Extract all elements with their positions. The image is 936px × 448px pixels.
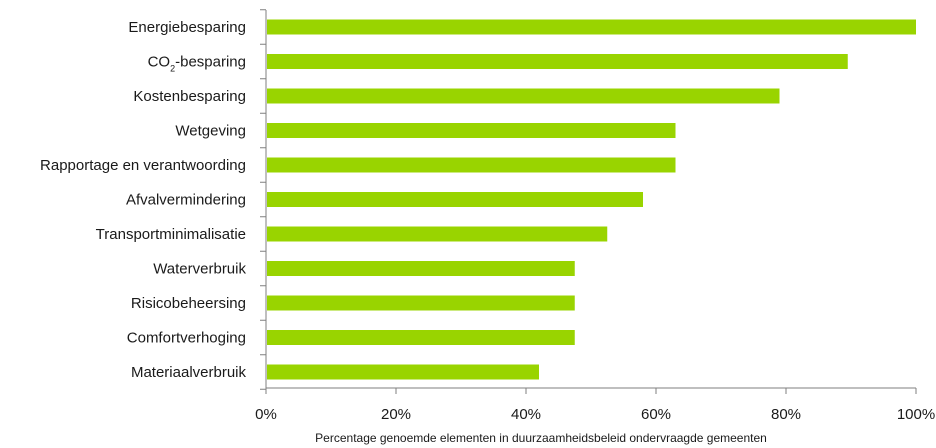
x-axis-title: Percentage genoemde elementen in duurzaa… [315,431,767,445]
bar-9 [267,330,575,345]
category-label-6: Transportminimalisatie [96,226,246,243]
bar-5 [267,192,643,207]
category-label-7: Waterverbruik [153,261,246,278]
category-label-1: CO2-besparing [148,54,246,74]
bar-3 [267,123,676,138]
category-label-3: Wetgeving [175,123,246,140]
category-label-9: Comfortverhoging [127,330,246,347]
category-label-10: Materiaalverbruik [131,364,247,381]
bar-4 [267,157,676,173]
bar-10 [267,364,539,380]
bar-7 [267,261,575,276]
x-tick-label-1: 20% [381,406,411,423]
bar-0 [267,19,916,35]
category-label-8: Risicobeheersing [131,295,246,312]
category-label-0: Energiebesparing [128,19,246,36]
x-tick-label-5: 100% [897,406,935,423]
category-label-5: Afvalvermindering [126,192,246,209]
bar-1 [267,54,848,69]
category-labels: Energiebesparing CO2-besparing Kostenbespa… [40,19,246,381]
axis-layer [260,9,917,394]
bar-8 [267,295,575,311]
x-tick-label-3: 60% [641,406,671,423]
x-tick-label-0: 0% [255,406,277,423]
x-tick-label-4: 80% [771,406,801,423]
bar-2 [267,88,780,104]
x-tick-label-2: 40% [511,406,541,423]
category-label-4: Rapportage en verantwoording [40,157,246,174]
tick-labels: 0% 20% 40% 60% 80% 100% [255,406,935,423]
bars-layer [267,19,916,380]
category-label-2: Kostenbesparing [133,88,246,105]
bar-6 [267,226,608,242]
